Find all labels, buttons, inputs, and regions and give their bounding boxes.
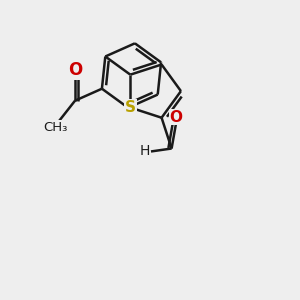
Text: O: O bbox=[68, 61, 82, 79]
Text: H: H bbox=[139, 145, 150, 158]
Text: O: O bbox=[169, 110, 182, 124]
Text: S: S bbox=[125, 100, 136, 115]
Text: CH₃: CH₃ bbox=[44, 121, 68, 134]
